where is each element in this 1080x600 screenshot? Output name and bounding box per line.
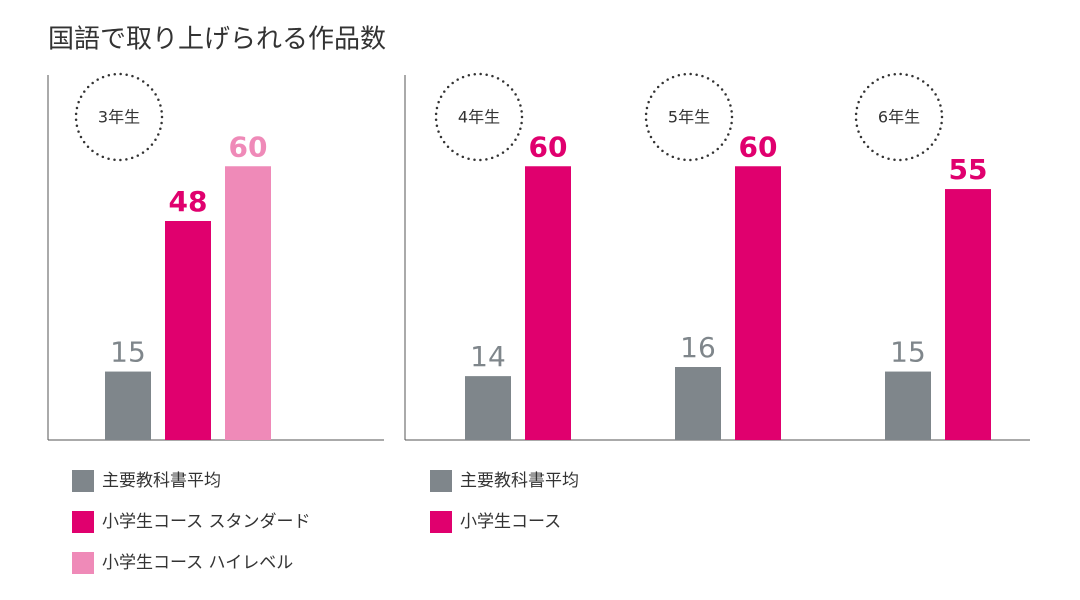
bar bbox=[465, 376, 511, 440]
bar bbox=[225, 166, 271, 440]
legend-label: 小学生コース ハイレベル bbox=[102, 553, 293, 573]
legend-swatch bbox=[72, 552, 94, 574]
value-label: 48 bbox=[169, 185, 208, 218]
category-badge bbox=[854, 72, 944, 162]
value-label: 15 bbox=[110, 336, 146, 369]
value-label: 55 bbox=[949, 153, 988, 186]
legend-label: 主要教科書平均 bbox=[102, 471, 221, 491]
value-label: 60 bbox=[739, 130, 778, 163]
value-label: 60 bbox=[529, 130, 568, 163]
category-label: 4年生 bbox=[458, 108, 500, 127]
value-label: 15 bbox=[890, 336, 926, 369]
legend-label: 主要教科書平均 bbox=[460, 471, 579, 491]
value-label: 14 bbox=[470, 340, 506, 373]
category-badge bbox=[74, 72, 164, 162]
legend-label: 小学生コース bbox=[460, 512, 561, 532]
legend-label: 小学生コース スタンダード bbox=[102, 512, 311, 532]
category-badge bbox=[434, 72, 524, 162]
bar bbox=[105, 371, 151, 440]
legend-swatch bbox=[430, 511, 452, 533]
legend-swatch bbox=[72, 470, 94, 492]
bar bbox=[735, 166, 781, 440]
category-label: 5年生 bbox=[668, 108, 710, 127]
bar bbox=[885, 371, 931, 440]
legend-swatch bbox=[72, 511, 94, 533]
legend-swatch bbox=[430, 470, 452, 492]
chart-title: 国語で取り上げられる作品数 bbox=[48, 25, 386, 55]
value-label: 60 bbox=[229, 130, 268, 163]
bar bbox=[675, 367, 721, 440]
value-label: 16 bbox=[680, 331, 716, 364]
category-label: 3年生 bbox=[98, 108, 140, 127]
bar bbox=[525, 166, 571, 440]
category-label: 6年生 bbox=[878, 108, 920, 127]
bar bbox=[945, 189, 991, 440]
category-badge bbox=[644, 72, 734, 162]
bar bbox=[165, 221, 211, 440]
